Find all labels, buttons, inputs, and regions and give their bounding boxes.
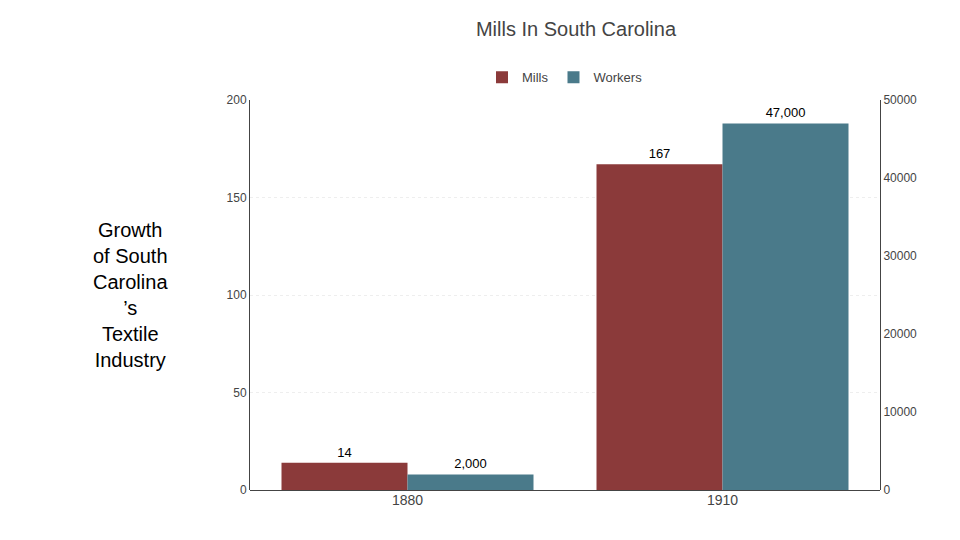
- svg-text:10000: 10000: [883, 405, 917, 419]
- svg-text:Growthof SouthCarolina’sTextil: Growthof SouthCarolina’sTextileIndustry: [93, 219, 168, 371]
- svg-text:150: 150: [227, 191, 247, 205]
- svg-text:0: 0: [240, 483, 247, 497]
- svg-text:1880: 1880: [392, 492, 423, 508]
- svg-text:14: 14: [337, 445, 351, 460]
- svg-text:167: 167: [649, 146, 671, 161]
- svg-text:Mills In South Carolina: Mills In South Carolina: [476, 18, 677, 40]
- svg-text:2,000: 2,000: [454, 456, 487, 471]
- svg-text:50: 50: [233, 386, 247, 400]
- svg-text:Workers: Workers: [593, 70, 642, 85]
- svg-text:0: 0: [883, 483, 890, 497]
- svg-text:47,000: 47,000: [766, 105, 806, 120]
- svg-text:50000: 50000: [883, 93, 917, 107]
- svg-text:Mills: Mills: [522, 70, 548, 85]
- svg-text:200: 200: [227, 93, 247, 107]
- svg-text:20000: 20000: [883, 327, 917, 341]
- svg-text:100: 100: [227, 288, 247, 302]
- svg-text:1910: 1910: [707, 492, 738, 508]
- svg-text:30000: 30000: [883, 249, 917, 263]
- svg-text:40000: 40000: [883, 171, 917, 185]
